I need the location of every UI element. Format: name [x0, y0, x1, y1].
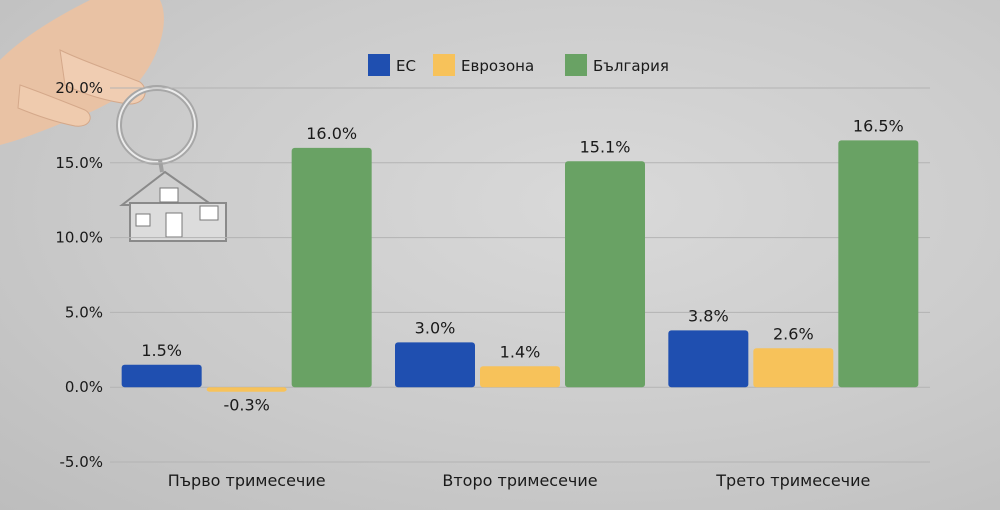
bar: [838, 140, 919, 388]
bar: [480, 366, 560, 388]
category-label: Трето тримесечие: [715, 471, 870, 490]
data-label: 15.1%: [580, 137, 631, 156]
y-tick-label: 0.0%: [65, 378, 103, 396]
y-tick-label: -5.0%: [59, 453, 103, 471]
y-tick-label: 5.0%: [65, 303, 103, 321]
legend-swatch: [368, 54, 390, 76]
legend-label: България: [593, 57, 669, 75]
bar: [395, 342, 475, 388]
data-label: 3.0%: [415, 318, 456, 337]
y-tick-label: 15.0%: [55, 154, 103, 172]
data-label: 16.5%: [853, 116, 904, 135]
bar: [565, 161, 645, 388]
data-label: 1.4%: [500, 342, 541, 361]
legend-label: Еврозона: [461, 57, 534, 75]
legend-swatch: [433, 54, 455, 76]
data-label: 2.6%: [773, 324, 814, 343]
y-tick-label: 20.0%: [55, 79, 103, 97]
data-label: 3.8%: [688, 306, 729, 325]
hand-holding-house-keychain-icon: [0, 0, 227, 242]
bar: [121, 364, 202, 388]
bar: [206, 387, 287, 392]
category-label: Второ тримесечие: [442, 471, 597, 490]
legend-label: ЕС: [396, 57, 416, 75]
data-label: 1.5%: [141, 341, 182, 360]
y-tick-label: 10.0%: [55, 229, 103, 247]
legend-swatch: [565, 54, 587, 76]
bar: [291, 147, 372, 388]
category-label: Първо тримесечие: [168, 471, 326, 490]
bar: [753, 348, 834, 388]
bar: [668, 330, 749, 388]
data-label: -0.3%: [223, 396, 269, 415]
data-label: 16.0%: [306, 124, 357, 143]
